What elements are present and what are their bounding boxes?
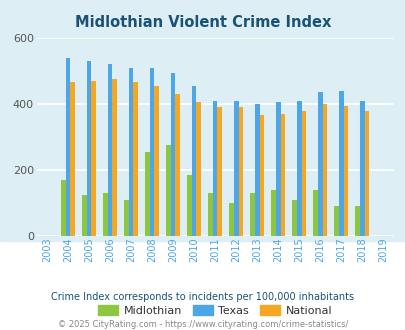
Bar <box>338 91 343 236</box>
Bar <box>107 64 112 236</box>
Bar <box>66 58 70 236</box>
Bar <box>112 79 117 236</box>
Bar <box>61 180 66 236</box>
Bar <box>322 104 326 236</box>
Bar <box>271 190 275 236</box>
Text: © 2025 CityRating.com - https://www.cityrating.com/crime-statistics/: © 2025 CityRating.com - https://www.city… <box>58 320 347 329</box>
Bar <box>70 82 75 236</box>
Bar <box>259 115 264 236</box>
Bar <box>91 81 96 236</box>
Bar <box>145 152 149 236</box>
Bar <box>133 82 138 236</box>
Bar <box>296 101 301 236</box>
Bar <box>354 206 359 236</box>
Legend: Midlothian, Texas, National: Midlothian, Texas, National <box>93 301 336 320</box>
Bar <box>313 190 317 236</box>
Bar <box>212 101 217 236</box>
Bar <box>192 86 196 236</box>
Bar <box>280 114 284 236</box>
Bar <box>233 101 238 236</box>
Bar <box>275 102 280 236</box>
Bar <box>208 193 212 236</box>
Bar <box>229 203 233 236</box>
Bar <box>128 68 133 236</box>
Bar <box>103 193 107 236</box>
Bar <box>254 104 259 236</box>
Bar <box>166 145 171 236</box>
Bar <box>82 195 87 236</box>
Bar <box>238 107 243 236</box>
Bar <box>171 73 175 236</box>
Bar <box>334 206 338 236</box>
Bar <box>87 61 91 236</box>
Bar <box>217 107 222 236</box>
Text: Midlothian Violent Crime Index: Midlothian Violent Crime Index <box>75 15 330 30</box>
Bar <box>343 106 347 236</box>
Bar <box>196 102 200 236</box>
Bar <box>317 92 322 236</box>
Bar <box>154 86 159 236</box>
Bar <box>124 200 128 236</box>
Bar <box>364 111 368 236</box>
Bar <box>301 111 305 236</box>
Bar <box>292 200 296 236</box>
Bar <box>249 193 254 236</box>
Bar <box>187 175 192 236</box>
Bar <box>359 101 364 236</box>
Bar <box>175 94 180 236</box>
Bar <box>149 68 154 236</box>
Text: Crime Index corresponds to incidents per 100,000 inhabitants: Crime Index corresponds to incidents per… <box>51 292 354 302</box>
